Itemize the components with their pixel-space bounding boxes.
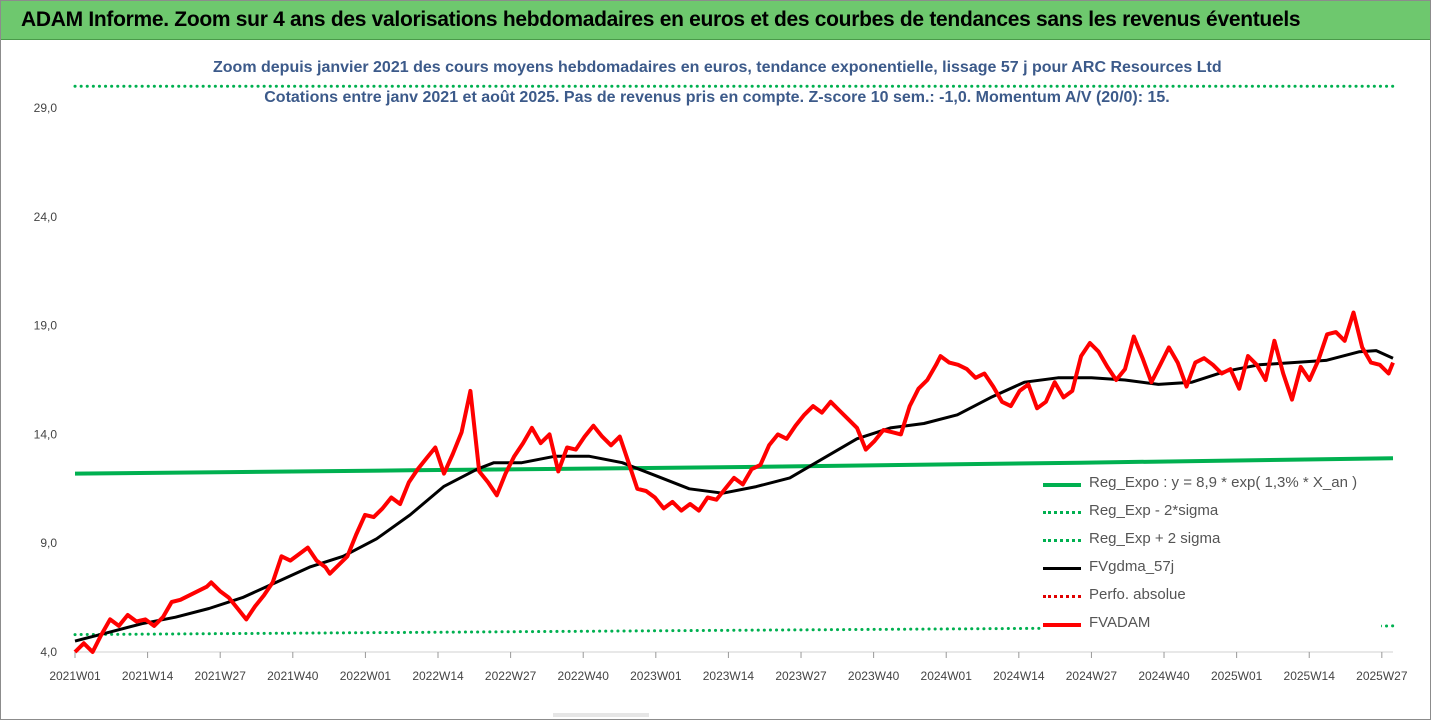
x-tick-label: 2025W01	[1211, 669, 1263, 683]
legend-label: FVgdma_57j	[1089, 558, 1175, 575]
x-tick-label: 2024W27	[1066, 669, 1118, 683]
x-tick-label: 2024W14	[993, 669, 1045, 683]
report-banner: ADAM Informe. Zoom sur 4 ans des valoris…	[1, 1, 1430, 40]
legend-swatch	[1043, 623, 1081, 627]
y-tick-label: 14,0	[34, 427, 58, 441]
legend-item: FVgdma_57j	[1041, 554, 1381, 582]
x-tick-label: 2022W27	[485, 669, 537, 683]
x-tick-label: 2023W40	[848, 669, 900, 683]
legend-swatch	[1043, 595, 1081, 598]
chart-legend: Reg_Expo : y = 8,9 * exp( 1,3% * X_an ) R…	[1041, 470, 1381, 638]
legend-swatch	[1043, 539, 1081, 542]
y-tick-label: 24,0	[34, 210, 58, 224]
legend-label: Reg_Expo : y = 8,9 * exp( 1,3% * X_an )	[1089, 474, 1358, 491]
chart-title: Zoom depuis janvier 2021 des cours moyen…	[213, 59, 1222, 77]
y-tick-label: 9,0	[40, 536, 57, 550]
x-tick-label: 2023W01	[630, 669, 682, 683]
x-tick-label: 2022W14	[412, 669, 464, 683]
x-tick-label: 2024W40	[1138, 669, 1190, 683]
legend-item: Perfo. absolue	[1041, 582, 1381, 610]
x-tick-label: 2021W01	[49, 669, 101, 683]
chart-axes: 4,0 9,0 14,0 19,0 24,0 29,0 2021W01 2021W14 2021…	[34, 101, 1408, 683]
scroll-indicator	[553, 713, 649, 717]
x-tick-label: 2021W40	[267, 669, 319, 683]
legend-label: Perfo. absolue	[1089, 586, 1186, 603]
legend-item: Reg_Exp + 2 sigma	[1041, 526, 1381, 554]
legend-label: Reg_Exp + 2 sigma	[1089, 530, 1221, 547]
x-tick-label: 2023W14	[703, 669, 755, 683]
legend-label: FVADAM	[1089, 614, 1151, 631]
series-line	[74, 456, 1394, 476]
y-tick-label: 4,0	[40, 645, 57, 659]
x-tick-label: 2024W01	[921, 669, 973, 683]
x-tick-label: 2022W01	[340, 669, 392, 683]
x-tick-label: 2023W27	[775, 669, 827, 683]
legend-item: Reg_Exp - 2*sigma	[1041, 498, 1381, 526]
legend-swatch	[1043, 483, 1081, 487]
x-tick-label: 2025W14	[1284, 669, 1336, 683]
banner-title: ADAM Informe. Zoom sur 4 ans des valoris…	[21, 8, 1301, 31]
series-line	[73, 310, 1395, 654]
x-tick-label: 2022W40	[558, 669, 610, 683]
y-tick-label: 29,0	[34, 101, 58, 115]
y-tick-label: 19,0	[34, 319, 58, 333]
series-line	[74, 349, 1394, 643]
legend-swatch	[1043, 511, 1081, 514]
legend-item: FVADAM	[1041, 610, 1381, 638]
legend-swatch	[1043, 567, 1081, 570]
x-tick-label: 2025W27	[1356, 669, 1408, 683]
x-tick-label: 2021W27	[195, 669, 247, 683]
legend-label: Reg_Exp - 2*sigma	[1089, 502, 1219, 519]
chart-subtitle: Cotations entre janv 2021 et août 2025. …	[213, 89, 1221, 107]
x-tick-label: 2021W14	[122, 669, 174, 683]
legend-item: Reg_Expo : y = 8,9 * exp( 1,3% * X_an )	[1041, 470, 1381, 498]
